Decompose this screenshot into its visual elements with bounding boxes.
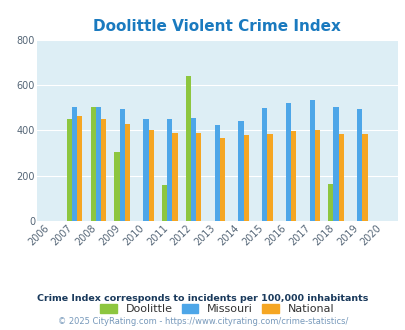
Bar [101, 119, 106, 221]
Bar [214, 125, 219, 221]
Bar [309, 100, 314, 221]
Bar [66, 119, 72, 221]
Bar [172, 133, 177, 221]
Bar [166, 119, 172, 221]
Bar [238, 120, 243, 221]
Text: © 2025 CityRating.com - https://www.cityrating.com/crime-statistics/: © 2025 CityRating.com - https://www.city… [58, 317, 347, 326]
Bar [143, 119, 148, 221]
Bar [124, 124, 130, 221]
Bar [77, 115, 82, 221]
Bar [285, 103, 290, 221]
Bar [96, 107, 101, 221]
Bar [356, 109, 362, 221]
Bar [90, 107, 96, 221]
Legend: Doolittle, Missouri, National: Doolittle, Missouri, National [96, 299, 338, 318]
Bar [314, 130, 320, 221]
Bar [267, 134, 272, 221]
Title: Doolittle Violent Crime Index: Doolittle Violent Crime Index [93, 19, 340, 34]
Bar [119, 109, 124, 221]
Bar [243, 135, 248, 221]
Bar [196, 133, 201, 221]
Bar [114, 152, 119, 221]
Bar [262, 108, 267, 221]
Bar [362, 134, 367, 221]
Bar [338, 134, 343, 221]
Bar [290, 131, 296, 221]
Bar [162, 185, 166, 221]
Text: Crime Index corresponds to incidents per 100,000 inhabitants: Crime Index corresponds to incidents per… [37, 294, 368, 303]
Bar [190, 118, 196, 221]
Bar [333, 107, 338, 221]
Bar [72, 107, 77, 221]
Bar [327, 184, 333, 221]
Bar [219, 138, 224, 221]
Bar [185, 76, 190, 221]
Bar [148, 130, 153, 221]
